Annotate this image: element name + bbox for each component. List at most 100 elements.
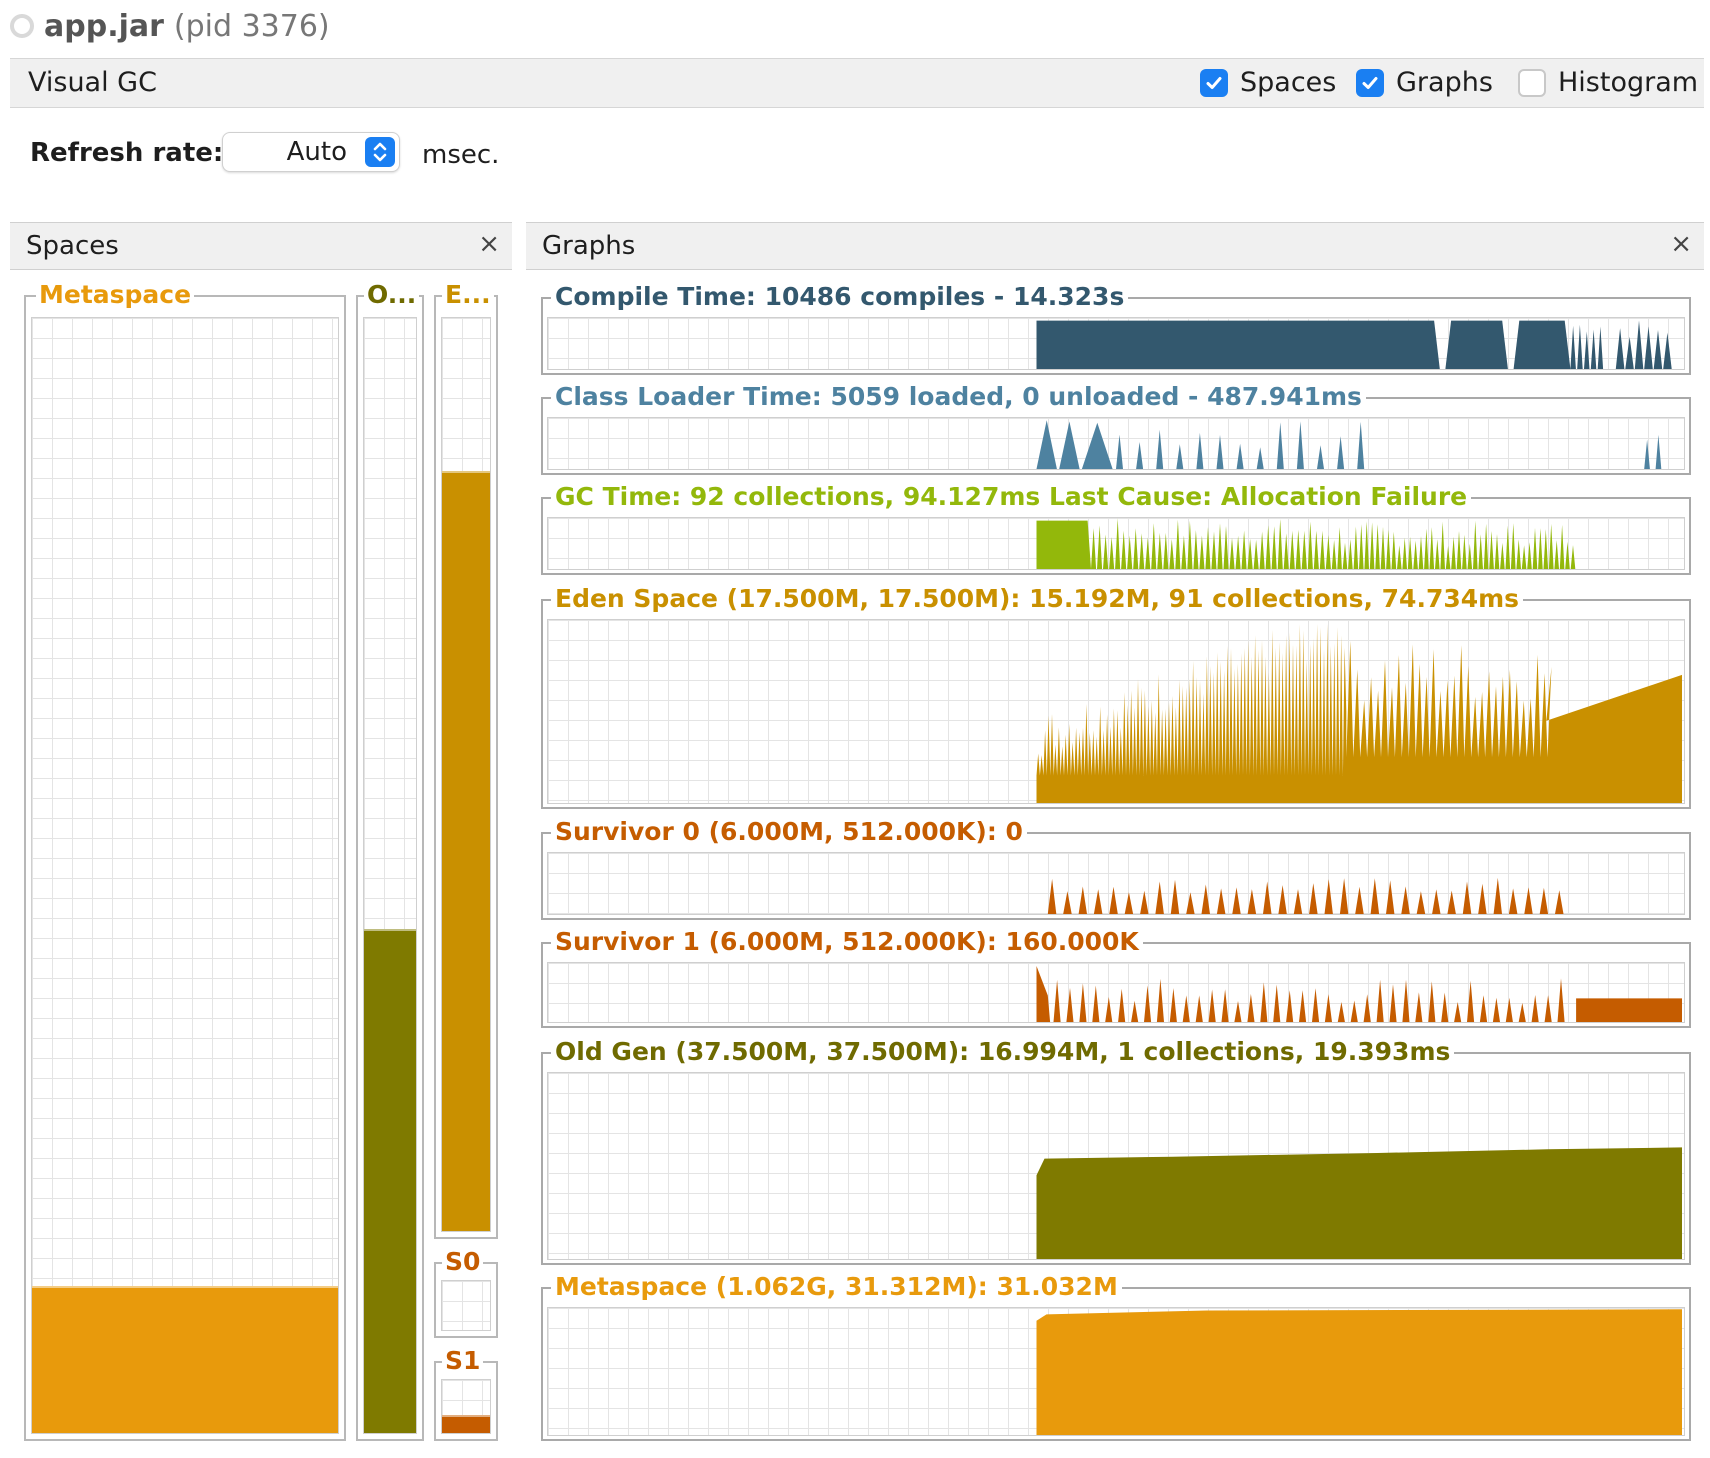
close-icon[interactable]: × xyxy=(1670,229,1692,259)
graph-spike xyxy=(1516,539,1521,569)
eden-bar-label: E... xyxy=(442,281,494,309)
graph-spike xyxy=(1544,995,1552,1022)
checkbox-checked-icon[interactable] xyxy=(1200,68,1228,97)
survivor-0-bar-grid xyxy=(441,1280,491,1331)
refresh-rate-value: Auto xyxy=(286,137,347,167)
graph-spike xyxy=(1193,530,1199,569)
graph-spike xyxy=(1131,1000,1139,1022)
graph-spike xyxy=(1063,891,1072,914)
graph-spike xyxy=(1299,990,1307,1022)
gc-time-graph: GC Time: 92 collections, 94.127ms Last C… xyxy=(541,481,1691,575)
metaspace-plot xyxy=(547,1307,1685,1436)
graph-spike xyxy=(1169,988,1177,1022)
graph-spike xyxy=(1170,879,1180,914)
graph-spike xyxy=(1505,997,1513,1022)
graph-spike xyxy=(1510,523,1516,569)
header-title: Visual GC xyxy=(28,67,157,98)
metaspace-label: Metaspace (1.062G, 31.312M): 31.032M xyxy=(551,1271,1122,1303)
graph-spike xyxy=(1337,527,1342,569)
graph-spike xyxy=(1319,530,1325,569)
graphs-toggle[interactable]: Graphs xyxy=(1356,67,1493,98)
graph-spike xyxy=(1331,540,1337,569)
graph-spike xyxy=(1223,526,1229,569)
graph-spike xyxy=(1195,995,1203,1022)
graph-spike xyxy=(1216,888,1226,914)
graph-spike xyxy=(1151,523,1157,569)
graph-spike xyxy=(1557,978,1565,1022)
graph-series xyxy=(1036,1309,1682,1435)
graph-spike xyxy=(1092,985,1100,1022)
graph-spike xyxy=(1386,880,1395,914)
metaspace-bar-grid xyxy=(31,317,339,1434)
graph-spike xyxy=(1133,528,1139,569)
graph-spike xyxy=(1265,525,1271,569)
graph-spike xyxy=(1375,524,1380,569)
graph-spike xyxy=(1313,530,1319,569)
graph-spike xyxy=(1118,988,1126,1022)
graph-series xyxy=(1047,877,1564,914)
graph-spike xyxy=(1389,984,1397,1022)
old-gen-bar-grid xyxy=(363,317,417,1434)
graph-spike xyxy=(1217,523,1223,569)
graph-spike xyxy=(1325,534,1331,569)
graph-spike xyxy=(1182,995,1190,1022)
graph-spike xyxy=(1521,545,1527,569)
graph-spike xyxy=(1216,434,1224,469)
graph-spike xyxy=(1296,421,1304,469)
class-loader-time-graph: Class Loader Time: 5059 loaded, 0 unload… xyxy=(541,381,1691,475)
graph-spike xyxy=(1259,531,1265,569)
graph-spike xyxy=(1229,537,1235,569)
graph-spike xyxy=(1353,526,1359,569)
graph-spike xyxy=(1355,886,1364,914)
refresh-rate-label: Refresh rate: xyxy=(30,138,224,168)
graph-spike xyxy=(1454,1002,1462,1022)
graph-spike xyxy=(1097,525,1103,569)
graph-spike xyxy=(1176,444,1184,469)
graph-spike xyxy=(1479,995,1488,1022)
graph-spike xyxy=(1211,531,1217,569)
close-icon[interactable]: × xyxy=(478,229,500,259)
graph-spike xyxy=(1559,524,1565,569)
graph-spike xyxy=(1518,1002,1526,1022)
graph-spike xyxy=(1350,1000,1358,1022)
graph-spike xyxy=(1644,326,1653,369)
graph-spike xyxy=(1478,883,1487,914)
checkbox-checked-icon[interactable] xyxy=(1356,68,1384,97)
graph-spike xyxy=(1186,892,1195,914)
graph-spike xyxy=(1093,889,1103,914)
graph-spike xyxy=(1539,887,1549,914)
graph-spike xyxy=(1483,523,1489,569)
app-name: app.jar xyxy=(44,8,164,44)
graph-spike xyxy=(1059,421,1080,469)
graph-spike xyxy=(1337,436,1345,469)
graph-spike xyxy=(1467,980,1475,1022)
checkbox-unchecked-icon[interactable] xyxy=(1518,68,1546,97)
graph-spike xyxy=(1163,532,1169,569)
graph-spike xyxy=(1337,1002,1345,1022)
graph-series xyxy=(1036,420,1662,469)
graph-spike xyxy=(1653,330,1663,369)
graph-spike xyxy=(1278,885,1287,914)
graph-spike xyxy=(1260,982,1268,1022)
spaces-toggle[interactable]: Spaces xyxy=(1200,67,1336,98)
graph-spike xyxy=(1478,534,1483,569)
spaces-panel-title: Spaces xyxy=(26,231,119,261)
graph-spike xyxy=(1473,520,1478,569)
eden-bar-grid xyxy=(441,317,491,1232)
graph-spike xyxy=(1467,543,1473,569)
select-stepper-icon[interactable] xyxy=(365,137,395,167)
graph-spike xyxy=(1524,887,1533,914)
graph-spike xyxy=(1462,534,1467,569)
graph-spike xyxy=(1577,324,1583,369)
graph-spike xyxy=(1441,992,1449,1022)
class-loader-time-plot xyxy=(547,417,1685,470)
graph-spike xyxy=(1307,521,1313,569)
graph-spike xyxy=(1187,520,1193,569)
graph-spike xyxy=(1324,994,1332,1022)
graph-spike xyxy=(1155,881,1164,914)
graph-spike xyxy=(1109,886,1118,914)
histogram-toggle[interactable]: Histogram xyxy=(1518,67,1698,98)
graph-spike xyxy=(1386,529,1391,569)
graph-spike xyxy=(1301,530,1307,569)
refresh-rate-select[interactable]: Auto xyxy=(222,132,400,172)
